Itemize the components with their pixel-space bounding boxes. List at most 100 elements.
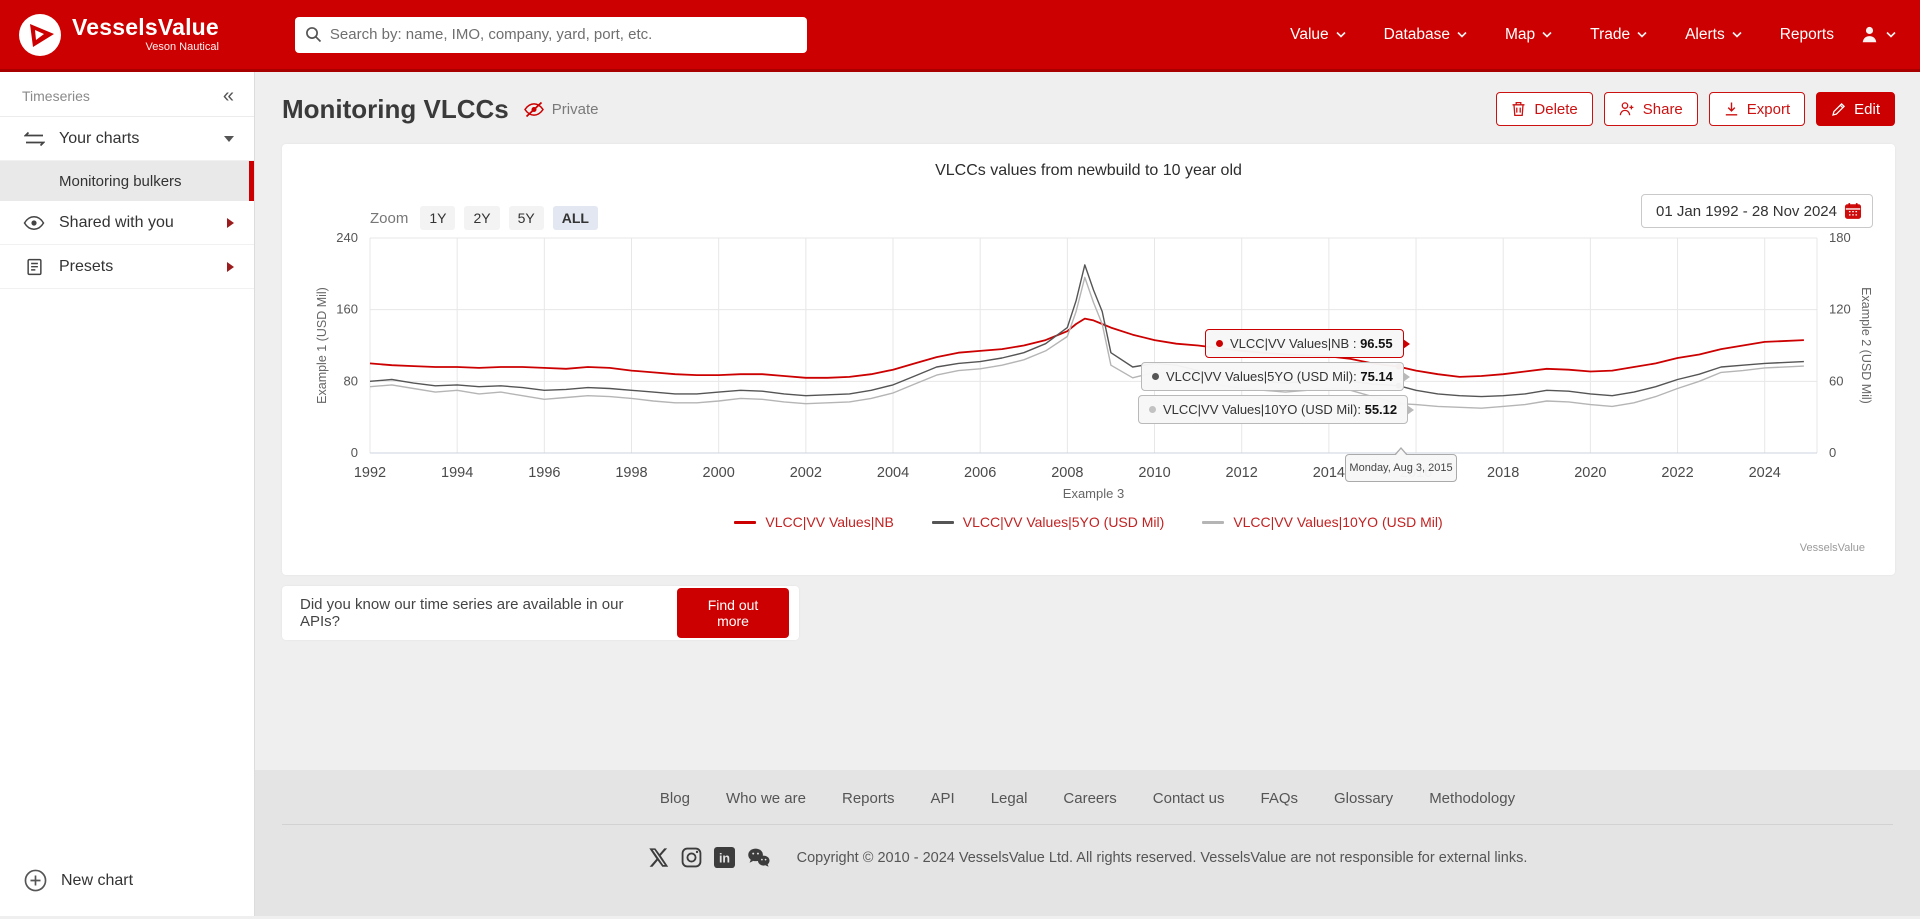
zoom-option-all[interactable]: ALL: [552, 206, 598, 230]
svg-text:1998: 1998: [615, 465, 647, 481]
date-range-value: 01 Jan 1992 - 28 Nov 2024: [1656, 202, 1837, 220]
tooltip-5yo: VLCC|VV Values|5YO (USD Mil): 75.14: [1141, 362, 1410, 391]
pencil-icon: [1831, 102, 1846, 117]
nav-item-label: Value: [1290, 25, 1329, 43]
footer-link-legal[interactable]: Legal: [990, 790, 1028, 807]
footer-link-glossary[interactable]: Glossary: [1334, 790, 1394, 807]
eye-icon: [22, 215, 46, 231]
edit-button[interactable]: Edit: [1816, 92, 1895, 126]
svg-text:180: 180: [1829, 230, 1851, 245]
account-menu[interactable]: [1860, 25, 1896, 44]
export-button[interactable]: Export: [1708, 92, 1806, 126]
legend-label: VLCC|VV Values|5YO (USD Mil): [962, 514, 1165, 530]
legend-item[interactable]: VLCC|VV Values|5YO (USD Mil): [931, 514, 1165, 530]
svg-text:in: in: [719, 851, 730, 865]
caret-right-icon: [227, 217, 234, 228]
svg-text:80: 80: [344, 373, 358, 388]
chevron-down-icon: [224, 135, 234, 142]
nav-item-reports[interactable]: Reports: [1780, 26, 1834, 44]
nav-item-map[interactable]: Map: [1505, 26, 1552, 44]
svg-text:2000: 2000: [703, 465, 735, 481]
svg-text:2018: 2018: [1487, 465, 1519, 481]
page-title: Monitoring VLCCs: [282, 93, 509, 124]
collapse-sidebar-icon[interactable]: «: [222, 85, 234, 107]
chart-title: VLCCs values from newbuild to 10 year ol…: [935, 162, 1242, 179]
sidebar-item-label: Your charts: [59, 129, 140, 147]
footer-link-careers[interactable]: Careers: [1063, 790, 1117, 807]
svg-text:2006: 2006: [964, 465, 996, 481]
footer-link-methodology[interactable]: Methodology: [1429, 790, 1516, 807]
chevron-down-icon: [1886, 31, 1896, 38]
svg-text:Example 1 (USD Mil): Example 1 (USD Mil): [315, 287, 329, 404]
nav-item-trade[interactable]: Trade: [1590, 26, 1647, 44]
find-out-more-button[interactable]: Find out more: [677, 588, 789, 638]
svg-text:Example 2 (USD Mil): Example 2 (USD Mil): [1859, 287, 1873, 404]
brand-name: VesselsValue: [72, 14, 219, 40]
brand-logo[interactable]: VesselsValue Veson Nautical: [18, 13, 219, 57]
search-input[interactable]: [329, 26, 797, 43]
legend-swatch: [1202, 520, 1225, 524]
sidebar-item-shared-with-you[interactable]: Shared with you: [0, 201, 254, 245]
nav-item-value[interactable]: Value: [1290, 26, 1346, 44]
plus-circle-icon: [24, 869, 47, 892]
privacy-badge: Private: [523, 100, 599, 118]
sidebar-item-label: Presets: [59, 257, 114, 275]
instagram-icon[interactable]: [681, 847, 702, 868]
tooltip-nb: VLCC|VV Values|NB : 96.55: [1205, 329, 1410, 358]
sidebar-chart-monitoring-bulkers[interactable]: Monitoring bulkers: [0, 161, 254, 201]
delete-button[interactable]: Delete: [1496, 92, 1593, 126]
nav-item-label: Trade: [1590, 25, 1631, 43]
footer-link-contact-us[interactable]: Contact us: [1152, 790, 1225, 807]
sidebar-item-presets[interactable]: Presets: [0, 245, 254, 289]
sidebar: Timeseries « Your charts Monitoring bulk…: [0, 72, 255, 916]
calendar-icon: [1844, 202, 1862, 220]
sidebar-item-your-charts[interactable]: Your charts: [0, 117, 254, 161]
nav-item-label: Alerts: [1685, 25, 1725, 43]
legend-item[interactable]: VLCC|VV Values|10YO (USD Mil): [1202, 514, 1443, 530]
search-icon: [305, 26, 322, 43]
svg-text:2022: 2022: [1661, 465, 1693, 481]
chart-legend: VLCC|VV Values|NB VLCC|VV Values|5YO (USD…: [282, 514, 1895, 530]
download-icon: [1724, 101, 1739, 117]
svg-text:2024: 2024: [1749, 465, 1781, 481]
chevron-down-icon: [1637, 31, 1647, 38]
svg-text:2004: 2004: [877, 465, 909, 481]
zoom-option-1y[interactable]: 1Y: [420, 206, 456, 230]
nav-item-label: Reports: [1779, 25, 1834, 43]
new-chart-button[interactable]: New chart: [24, 869, 133, 892]
logo-text: VesselsValue Veson Nautical: [72, 16, 219, 53]
main-content: Monitoring VLCCs Private Delete Share: [255, 72, 1920, 916]
wechat-icon[interactable]: [747, 847, 771, 868]
footer-link-who-we-are[interactable]: Who we are: [725, 790, 806, 807]
svg-text:1996: 1996: [528, 465, 560, 481]
timeseries-plot[interactable]: 0 80 160 240 0 60 120 180 1992 1994 1996 1998 2000 20…: [282, 220, 1895, 490]
zoom-option-2y[interactable]: 2Y: [464, 206, 500, 230]
logo-icon: [18, 13, 62, 57]
tooltip-10yo: VLCC|VV Values|10YO (USD Mil): 55.12: [1138, 395, 1415, 424]
x-icon[interactable]: [648, 847, 669, 868]
date-range-picker[interactable]: 01 Jan 1992 - 28 Nov 2024: [1641, 194, 1873, 228]
zoom-option-5y[interactable]: 5Y: [508, 206, 544, 230]
footer-link-reports[interactable]: Reports: [841, 790, 895, 807]
api-banner-text: Did you know our time series are availab…: [300, 596, 624, 630]
svg-text:2012: 2012: [1226, 465, 1258, 481]
linkedin-icon[interactable]: in: [713, 847, 735, 868]
legend-label: VLCC|VV Values|NB: [765, 514, 894, 530]
footer-links: Blog Who we are Reports API Legal Careers Cont…: [255, 790, 1920, 807]
nav-item-alerts[interactable]: Alerts: [1685, 26, 1742, 44]
footer-link-blog[interactable]: Blog: [659, 790, 690, 807]
eye-slash-icon: [523, 101, 545, 118]
new-chart-label: New chart: [61, 871, 134, 889]
svg-text:120: 120: [1829, 302, 1851, 317]
svg-text:2008: 2008: [1051, 465, 1083, 481]
series-dot: [1149, 406, 1156, 413]
brand-subtitle: Veson Nautical: [145, 41, 219, 53]
user-plus-icon: [1619, 101, 1635, 117]
footer-link-faqs[interactable]: FAQs: [1260, 790, 1298, 807]
footer-link-api[interactable]: API: [930, 790, 955, 807]
share-button[interactable]: Share: [1603, 92, 1698, 126]
x-axis-label: Example 3: [1062, 486, 1125, 501]
privacy-label: Private: [551, 100, 599, 118]
legend-item[interactable]: VLCC|VV Values|NB: [734, 514, 894, 530]
nav-item-database[interactable]: Database: [1384, 26, 1467, 44]
